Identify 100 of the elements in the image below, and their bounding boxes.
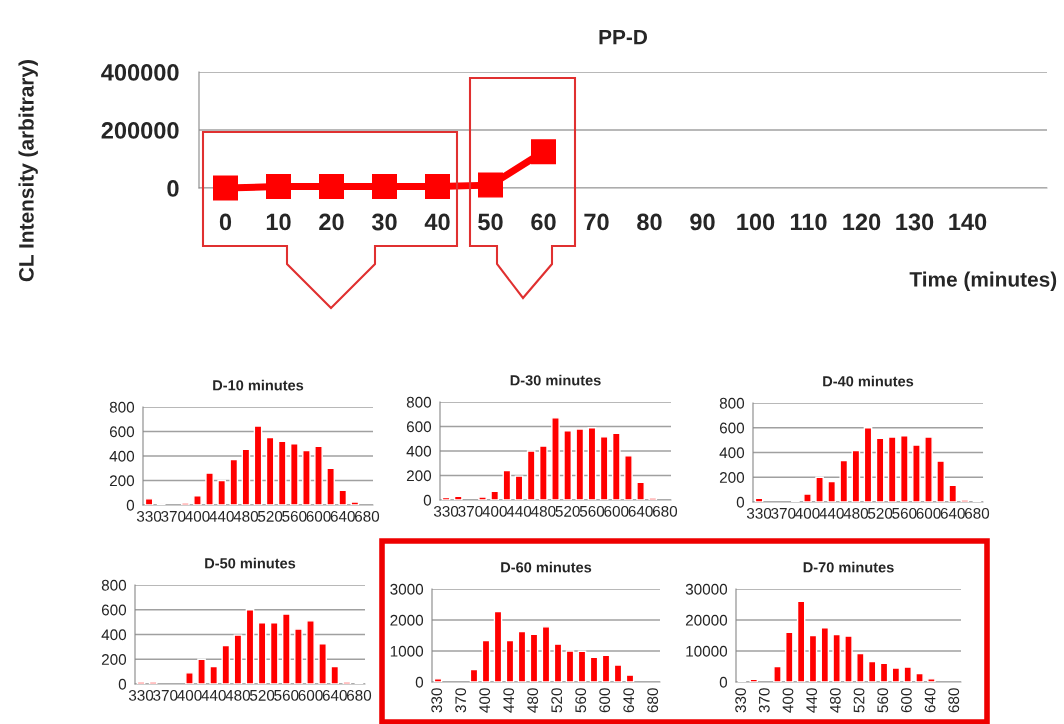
bar bbox=[318, 643, 327, 684]
x-tick-label: 370 bbox=[455, 688, 467, 713]
x-tick-label: 480 bbox=[829, 688, 841, 713]
y-tick-label: 400 bbox=[719, 447, 745, 459]
bar bbox=[478, 496, 487, 500]
x-tick-label: 330 bbox=[746, 507, 772, 519]
y-tick-label: 200 bbox=[109, 475, 135, 487]
x-tick-label: 50 bbox=[478, 213, 503, 231]
bar bbox=[927, 678, 936, 682]
bar bbox=[887, 436, 897, 502]
x-tick-label: 600 bbox=[916, 507, 941, 519]
bar bbox=[481, 639, 491, 682]
point bbox=[530, 139, 557, 165]
bar bbox=[302, 449, 311, 505]
bar bbox=[493, 610, 503, 682]
y-tick-label: 600 bbox=[109, 426, 135, 438]
x-tick-label: 400 bbox=[482, 505, 507, 517]
bar bbox=[863, 427, 873, 502]
y-tick-label: 600 bbox=[101, 604, 127, 616]
y-tick-label: 1000 bbox=[390, 645, 424, 657]
x-tick-label: 80 bbox=[637, 213, 662, 231]
bar bbox=[844, 635, 853, 682]
x-tick-label: 120 bbox=[843, 213, 881, 231]
x-tick-label: 330 bbox=[735, 688, 747, 713]
bar bbox=[289, 443, 299, 505]
x-tick-label: 640 bbox=[628, 505, 653, 517]
chart-title: D-40 minutes bbox=[823, 375, 914, 387]
x-tick-label: 600 bbox=[298, 689, 323, 701]
x-tick-label: 30 bbox=[371, 213, 397, 231]
x-tick-label: 40 bbox=[424, 213, 450, 231]
x-tick-label: 60 bbox=[531, 213, 556, 231]
bar bbox=[553, 643, 563, 682]
x-tick-label: 400 bbox=[795, 507, 820, 519]
y-tick-label: 200 bbox=[101, 654, 127, 665]
bar bbox=[563, 430, 573, 500]
x-tick-label: 440 bbox=[819, 507, 844, 519]
y-tick-label: 800 bbox=[101, 579, 127, 591]
bar bbox=[796, 600, 806, 682]
y-tick-label: 2000 bbox=[390, 614, 424, 626]
x-tick-label: 20 bbox=[319, 213, 344, 231]
bar bbox=[453, 495, 463, 500]
x-tick-label: 560 bbox=[877, 688, 889, 713]
x-tick-label: 560 bbox=[282, 510, 307, 522]
bar bbox=[197, 658, 206, 684]
x-tick-label: 370 bbox=[161, 510, 186, 522]
bar bbox=[565, 650, 575, 682]
bar bbox=[936, 460, 945, 502]
bar bbox=[912, 444, 921, 502]
bar bbox=[851, 449, 861, 502]
y-tick-label: 600 bbox=[719, 422, 745, 434]
y-tick-label: 400 bbox=[101, 629, 127, 641]
y-tick-label: 0 bbox=[167, 180, 179, 197]
y-tick-label: 0 bbox=[736, 496, 745, 508]
x-tick-label: 480 bbox=[527, 688, 539, 713]
y-axis-title: CL Intensity (arbitrary) bbox=[18, 60, 38, 282]
point bbox=[212, 175, 239, 201]
x-tick-label: 640 bbox=[924, 688, 936, 713]
bar bbox=[144, 498, 154, 505]
x-tick-label: 370 bbox=[758, 688, 770, 713]
x-tick-label: 10 bbox=[266, 213, 291, 231]
bar bbox=[577, 650, 587, 682]
chart-title: D-10 minutes bbox=[213, 379, 304, 391]
bar bbox=[815, 476, 824, 502]
bar bbox=[209, 665, 219, 684]
bar bbox=[613, 664, 623, 682]
y-tick-label: 0 bbox=[415, 676, 424, 688]
bar bbox=[891, 667, 901, 682]
bar bbox=[338, 489, 348, 505]
bar bbox=[839, 459, 849, 502]
bar bbox=[541, 626, 551, 682]
x-tick-label: 440 bbox=[201, 689, 226, 701]
bar bbox=[611, 432, 621, 500]
x-tick-label: 640 bbox=[623, 688, 635, 713]
x-tick-label: 520 bbox=[257, 510, 283, 522]
bar bbox=[867, 660, 877, 682]
x-tick-label: 370 bbox=[458, 505, 483, 517]
x-tick-label: 680 bbox=[346, 689, 372, 701]
x-tick-label: 680 bbox=[948, 688, 960, 713]
point bbox=[318, 174, 345, 200]
x-tick-label: 560 bbox=[575, 688, 587, 713]
bar bbox=[229, 458, 239, 505]
bar bbox=[469, 668, 479, 682]
x-tick-label: 640 bbox=[322, 689, 347, 701]
x-tick-label: 640 bbox=[330, 510, 355, 522]
y-tick-label: 3000 bbox=[390, 583, 424, 595]
x-tick-label: 90 bbox=[690, 213, 715, 231]
bar bbox=[281, 613, 291, 684]
bar bbox=[526, 450, 536, 500]
bar bbox=[241, 448, 251, 505]
bar bbox=[915, 672, 924, 682]
x-tick-label: 330 bbox=[431, 688, 443, 713]
bar bbox=[601, 654, 611, 682]
bar bbox=[636, 481, 645, 500]
x-tick-label: 370 bbox=[771, 507, 796, 519]
bar bbox=[277, 440, 287, 505]
y-tick-label: 800 bbox=[719, 397, 745, 409]
x-tick-label: 440 bbox=[209, 510, 234, 522]
bar bbox=[856, 652, 865, 682]
x-tick-label: 140 bbox=[949, 213, 987, 231]
bar bbox=[502, 469, 512, 500]
